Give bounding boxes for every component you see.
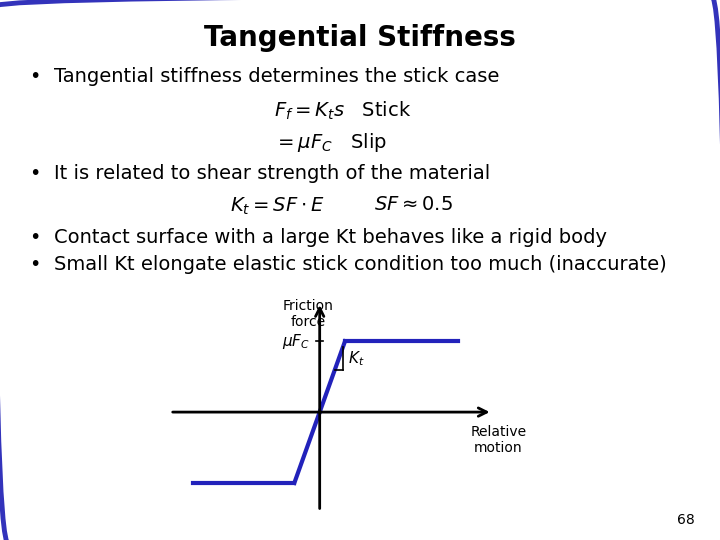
Text: 68: 68	[677, 512, 695, 526]
Text: Small Kt elongate elastic stick condition too much (inaccurate): Small Kt elongate elastic stick conditio…	[54, 255, 667, 274]
Text: Relative
motion: Relative motion	[470, 425, 526, 455]
Text: Friction
force: Friction force	[283, 299, 333, 329]
Text: It is related to shear strength of the material: It is related to shear strength of the m…	[54, 164, 490, 183]
Text: $K_t = SF \cdot E$: $K_t = SF \cdot E$	[230, 195, 325, 217]
Text: $= \mu F_C$   Slip: $= \mu F_C$ Slip	[274, 131, 387, 154]
Text: Contact surface with a large Kt behaves like a rigid body: Contact surface with a large Kt behaves …	[54, 228, 607, 247]
Text: $K_t$: $K_t$	[348, 349, 364, 368]
Text: $SF \approx 0.5$: $SF \approx 0.5$	[374, 195, 454, 214]
Text: •: •	[29, 255, 40, 274]
Text: Tangential Stiffness: Tangential Stiffness	[204, 24, 516, 52]
Text: •: •	[29, 164, 40, 183]
Text: Tangential stiffness determines the stick case: Tangential stiffness determines the stic…	[54, 68, 500, 86]
Text: •: •	[29, 68, 40, 86]
Text: •: •	[29, 228, 40, 247]
Text: $\mu F_C$: $\mu F_C$	[282, 332, 310, 350]
Text: $F_f = K_t s$   Stick: $F_f = K_t s$ Stick	[274, 100, 411, 122]
